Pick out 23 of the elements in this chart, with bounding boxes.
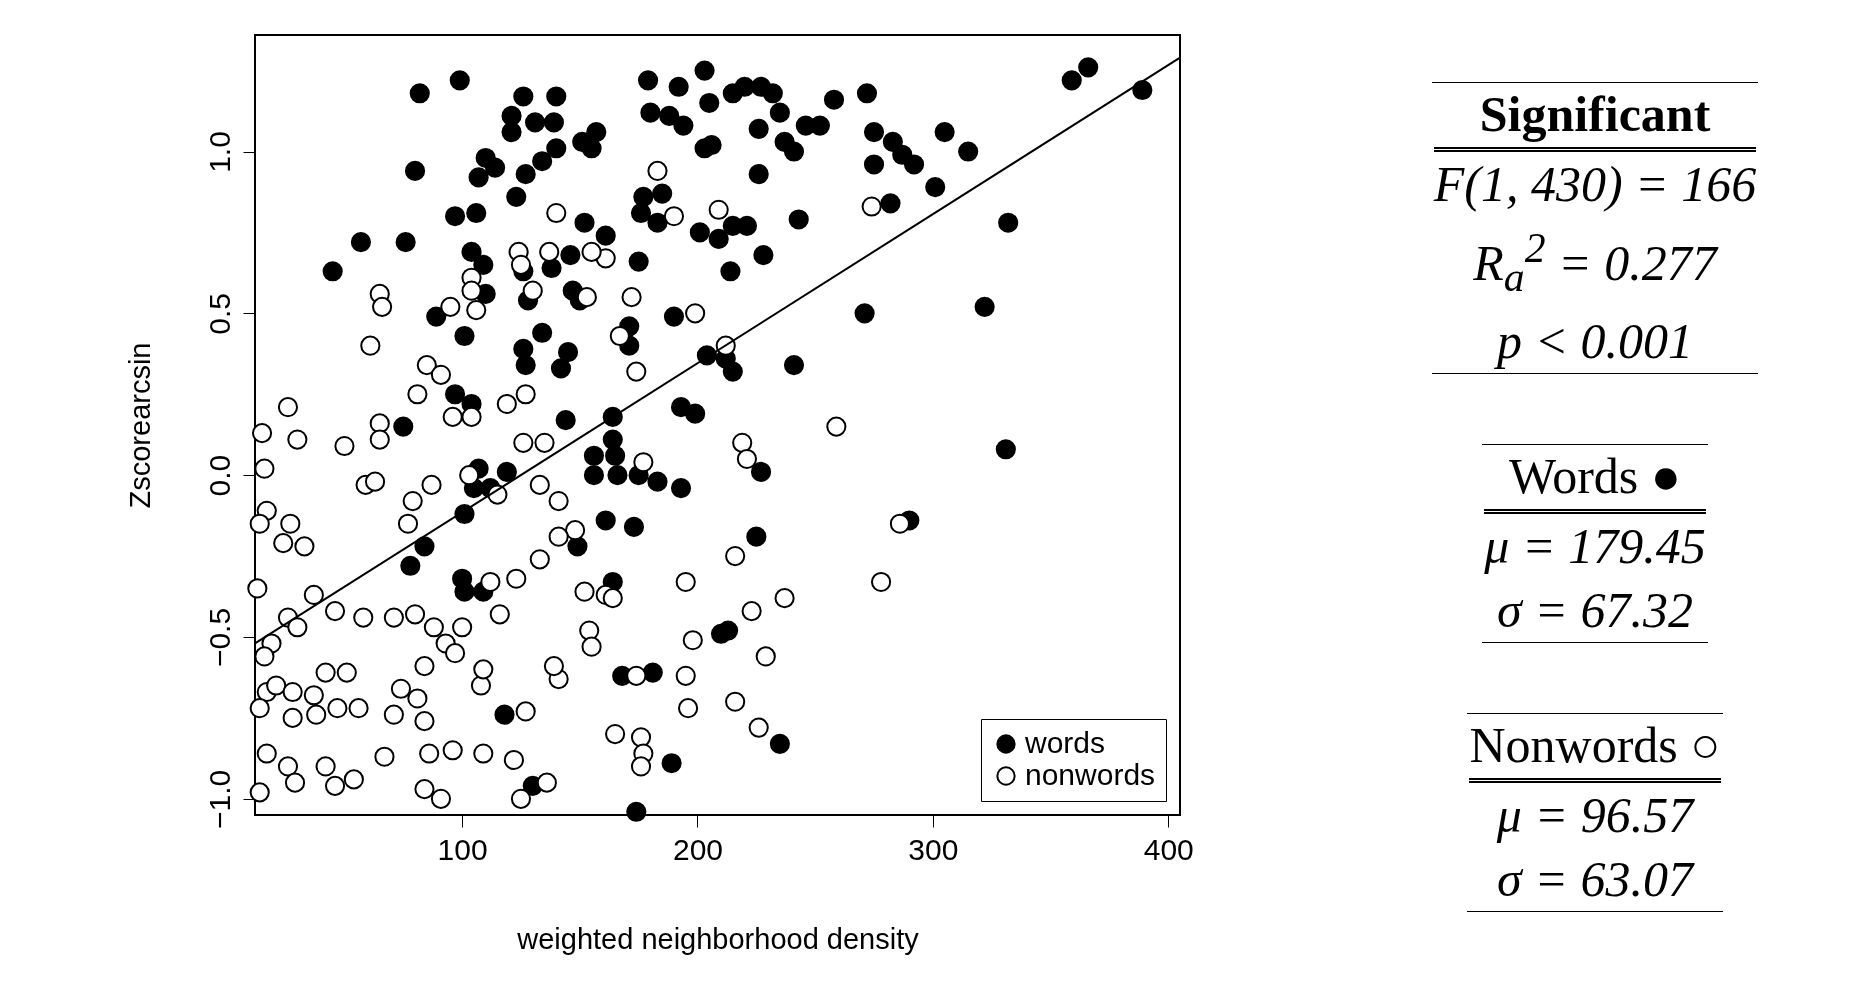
x-tick-label: 200 [672,832,724,866]
text: R$_{a}$$^{2}$ = 0.277 [1472,224,1720,302]
y-tick-label: 0.5 [202,292,236,335]
y-tick-label: −1.0 [202,769,236,829]
text: Significant [1433,83,1757,152]
y-axis-title: Zscorearcsin [123,342,156,509]
legend-label: nonwords [1025,758,1156,791]
text: μ = 179.45 [1484,516,1706,576]
x-tick-label: 300 [908,832,959,866]
text: Nonwords ○ [1469,713,1721,783]
x-axis-title: weighted neighborhood density [516,922,920,955]
text: μ = 96.57 [1495,785,1696,845]
text: σ = 63.07 [1496,849,1696,909]
y-tick-label: −0.5 [202,607,236,668]
text: Words ● [1484,444,1706,514]
text: σ = 67.32 [1496,580,1694,640]
legend-label: words [1024,726,1106,759]
x-tick-label: 400 [1143,832,1194,866]
y-tick-label: 1.0 [202,131,236,173]
y-tick-label: 0.0 [202,454,236,497]
x-tick-label: 100 [437,832,488,866]
text: F(1, 430) = 166 [1433,155,1757,214]
text: p < 0.001 [1493,311,1695,371]
